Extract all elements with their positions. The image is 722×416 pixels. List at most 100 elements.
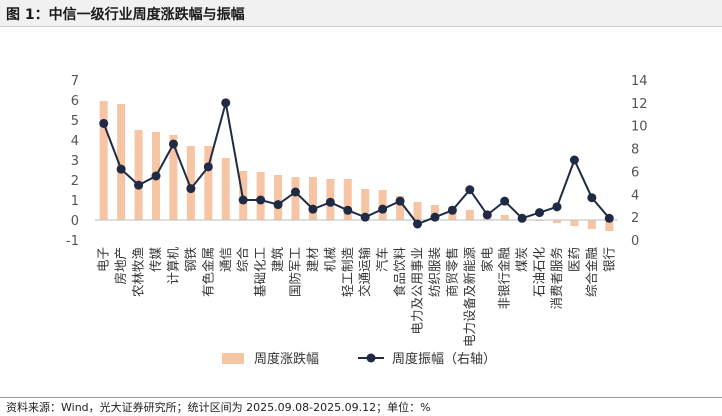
right-tick-label: 6 xyxy=(631,165,639,180)
category-label: 农林牧渔 xyxy=(131,247,146,297)
line-point xyxy=(552,202,562,212)
category-label: 有色金属 xyxy=(200,247,215,297)
line-point xyxy=(430,212,440,222)
right-tick-label: 0 xyxy=(631,234,639,249)
legend: 周度涨跌幅 周度振幅（右轴） xyxy=(222,351,496,367)
category-label: 医药 xyxy=(566,247,581,272)
line-point xyxy=(465,185,475,195)
bar xyxy=(186,146,195,220)
line-point xyxy=(604,213,614,223)
source-bar: 资料来源：Wind，光大证券研究所；统计区间为 2025.09.08-2025.… xyxy=(0,397,722,416)
bar xyxy=(430,205,439,220)
bar xyxy=(99,101,108,220)
line-point xyxy=(256,195,266,205)
category-label: 基础化工 xyxy=(253,247,268,297)
bar xyxy=(204,146,213,220)
line-point xyxy=(325,197,335,207)
category-label: 钢铁 xyxy=(183,247,198,273)
source-note: 资料来源：Wind，光大证券研究所；统计区间为 2025.09.08-2025.… xyxy=(6,401,431,414)
line-point xyxy=(203,162,213,172)
bar xyxy=(465,210,474,220)
left-tick-label: 5 xyxy=(71,114,79,129)
line-point xyxy=(186,184,196,194)
line-point xyxy=(221,98,231,108)
line-point xyxy=(343,205,353,215)
legend-bar-swatch xyxy=(222,353,244,364)
category-label: 消费者服务 xyxy=(549,247,564,310)
bar xyxy=(221,158,230,220)
category-label: 电力及公用事业 xyxy=(410,247,425,335)
left-axis: -1 0 1 2 3 4 5 6 7 xyxy=(66,74,79,249)
title-bar: 图 1：中信一级行业周度涨跌幅与振幅 xyxy=(0,0,722,27)
line-point xyxy=(395,196,405,206)
bar xyxy=(169,135,178,220)
line-point xyxy=(273,200,283,210)
line-point xyxy=(116,164,126,174)
category-label: 煤炭 xyxy=(514,247,529,272)
bar xyxy=(396,196,405,220)
category-label: 传媒 xyxy=(148,247,163,273)
legend-line-label: 周度振幅（右轴） xyxy=(392,351,496,367)
right-tick-label: 14 xyxy=(631,74,648,89)
category-label: 交通运输 xyxy=(357,247,372,298)
bar xyxy=(605,220,614,231)
chart: -101234567 02468101214 电子 房地产 农林牧渔 传媒 计算机 钢铁有… xyxy=(66,74,648,367)
category-label: 轻工制造 xyxy=(340,247,355,298)
category-label: 房地产 xyxy=(113,247,128,285)
bar xyxy=(308,177,317,220)
line-point xyxy=(99,118,109,128)
bar xyxy=(500,215,509,220)
category-label: 综合 xyxy=(235,247,250,273)
line-point xyxy=(587,193,597,203)
category-label: 电力设备及新能源 xyxy=(462,247,477,348)
line-point xyxy=(238,195,248,205)
line-point xyxy=(308,204,318,214)
line-point xyxy=(447,205,457,215)
category-label: 机械 xyxy=(322,247,337,273)
left-tick-label: -1 xyxy=(66,234,79,249)
category-label: 纺织服装 xyxy=(427,247,442,297)
bar xyxy=(552,220,561,223)
category-label: 商贸零售 xyxy=(444,247,459,297)
category-labels: 电子 房地产 农林牧渔 传媒 计算机 钢铁 有色金属 通信 综合 基础化工 建筑 国防军工 建材 机械 轻工… xyxy=(96,247,617,348)
amplitude-line xyxy=(102,102,611,226)
line-point xyxy=(517,213,527,223)
right-tick-label: 12 xyxy=(631,97,648,112)
category-label: 石油石化 xyxy=(532,247,547,298)
line-point xyxy=(535,208,545,218)
line-point xyxy=(168,139,178,149)
bar xyxy=(274,175,283,220)
bar xyxy=(134,130,143,220)
bar xyxy=(587,220,596,229)
category-label: 国防军工 xyxy=(287,247,302,297)
bar xyxy=(413,202,422,220)
line-point xyxy=(482,210,492,220)
left-tick-label: 7 xyxy=(71,74,79,89)
left-tick-label: 3 xyxy=(71,154,79,169)
line-series xyxy=(99,98,614,229)
legend-bar-label: 周度涨跌幅 xyxy=(254,351,319,367)
bar xyxy=(361,189,370,220)
left-tick-label: 2 xyxy=(71,174,79,189)
bar xyxy=(291,177,300,220)
right-axis: 0 2 4 6 8 10 12 14 xyxy=(631,74,648,249)
line-point xyxy=(151,171,161,181)
line-point xyxy=(413,219,423,229)
bar xyxy=(343,179,352,220)
left-tick-label: 0 xyxy=(71,214,79,229)
left-tick-label: 4 xyxy=(71,134,79,149)
category-label: 电子 xyxy=(96,247,111,272)
line-point xyxy=(290,187,300,197)
line-point xyxy=(500,196,510,206)
category-label: 家电 xyxy=(479,247,494,273)
category-label: 建材 xyxy=(305,247,320,272)
category-label: 非银行金融 xyxy=(497,247,512,310)
line-point xyxy=(378,204,388,214)
category-label: 计算机 xyxy=(165,247,180,285)
category-label: 综合金融 xyxy=(584,247,599,298)
category-label: 食品饮料 xyxy=(392,247,407,298)
category-label: 银行 xyxy=(601,247,616,272)
left-tick-label: 1 xyxy=(71,194,79,209)
legend-line-marker xyxy=(366,353,376,363)
category-label: 建筑 xyxy=(270,247,285,273)
